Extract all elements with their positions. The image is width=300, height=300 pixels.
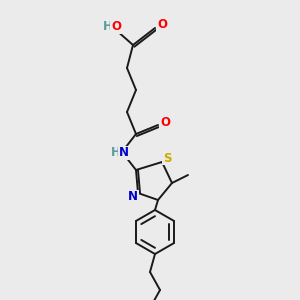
Text: O: O xyxy=(111,20,121,34)
Text: H: H xyxy=(111,146,121,160)
Text: O: O xyxy=(160,116,170,130)
Text: S: S xyxy=(163,152,171,164)
Text: O: O xyxy=(157,19,167,32)
Text: H: H xyxy=(103,20,113,34)
Text: N: N xyxy=(119,146,129,160)
Text: N: N xyxy=(128,190,138,203)
